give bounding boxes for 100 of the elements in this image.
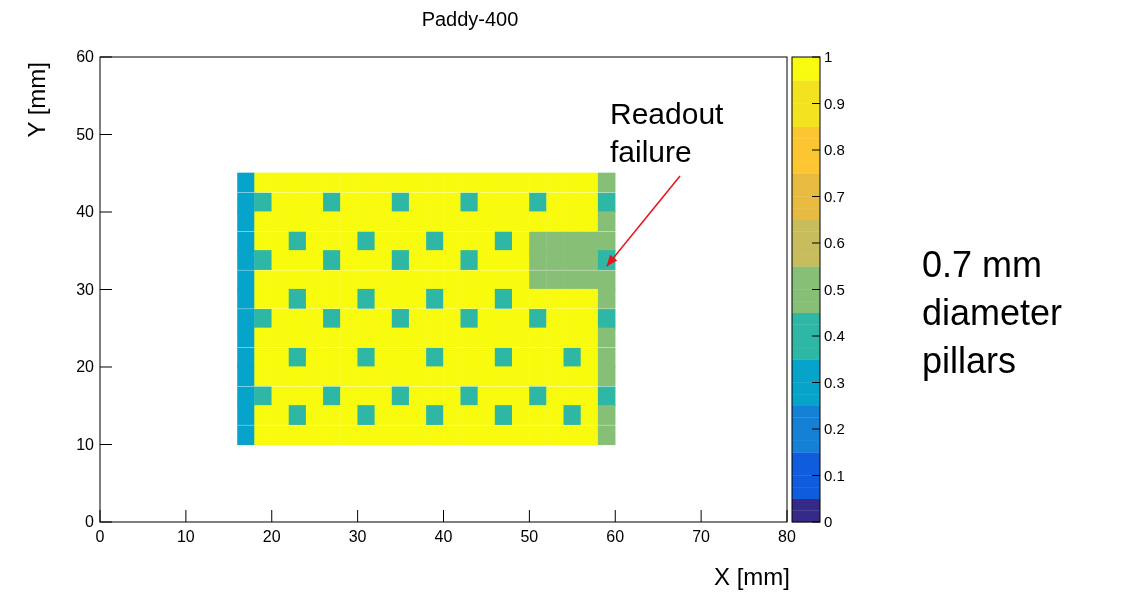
x-tick-label: 70 (692, 528, 711, 545)
point (357, 270, 375, 291)
point (563, 270, 582, 291)
x-tick-label: 30 (348, 528, 367, 545)
point (357, 231, 375, 252)
point (443, 270, 461, 291)
point (443, 250, 461, 270)
point (529, 309, 547, 329)
point (288, 405, 307, 425)
point (494, 288, 513, 309)
point (529, 270, 547, 291)
text: 0.7 mm diameter pillars (922, 244, 1063, 381)
point (254, 172, 272, 193)
point (460, 309, 479, 329)
color-bar-label: 0.6 (824, 234, 845, 251)
point (426, 327, 444, 348)
point (254, 405, 272, 425)
point (546, 250, 564, 270)
point (271, 172, 290, 193)
point (237, 405, 255, 425)
point (426, 288, 444, 309)
point (254, 250, 272, 270)
point (546, 347, 564, 368)
point (271, 288, 290, 309)
point (254, 309, 272, 329)
point (580, 425, 599, 446)
point (254, 270, 272, 291)
point (254, 425, 272, 446)
point (340, 327, 358, 348)
point (305, 405, 324, 425)
point (426, 309, 444, 329)
point (597, 425, 616, 446)
point (563, 288, 582, 309)
point (323, 327, 341, 348)
point (254, 231, 272, 252)
point (271, 405, 290, 425)
point (237, 309, 255, 329)
point (340, 425, 358, 446)
point (340, 211, 358, 232)
point (597, 327, 616, 348)
y-tick-label: 50 (76, 125, 95, 143)
point (443, 309, 461, 329)
point (529, 366, 547, 387)
point (305, 172, 324, 193)
point (443, 425, 461, 446)
point (426, 211, 444, 232)
point (512, 288, 530, 309)
annotation: Readout failure (610, 97, 725, 168)
point (237, 288, 255, 309)
point (597, 366, 616, 387)
point (426, 270, 444, 291)
color-bar-label: 0.9 (824, 94, 845, 112)
point (237, 270, 255, 291)
point (305, 425, 324, 446)
point (426, 405, 444, 425)
point (305, 288, 324, 309)
point (323, 288, 341, 309)
point (546, 270, 564, 291)
point (254, 386, 272, 407)
y-axis-title: Y [mm] (23, 62, 50, 138)
point (546, 405, 564, 425)
y-tick-label: 60 (76, 48, 95, 65)
point (529, 425, 547, 446)
point (546, 425, 564, 446)
point (580, 172, 599, 193)
point (563, 172, 582, 193)
point (546, 231, 564, 252)
y-tick-label: 20 (76, 358, 95, 375)
x-tick-label: 50 (520, 528, 539, 545)
point (460, 192, 479, 213)
y-tick-label: 30 (76, 280, 95, 298)
chart-title: Paddy-400 (421, 8, 519, 30)
point (597, 405, 616, 425)
point (512, 172, 530, 193)
x-tick-label: 10 (176, 528, 195, 545)
point (580, 288, 599, 309)
point (460, 327, 479, 348)
point (357, 366, 375, 387)
color-bar-label: 0 (824, 513, 833, 530)
point (254, 288, 272, 309)
point (271, 425, 290, 446)
point (357, 425, 375, 446)
point (546, 309, 564, 329)
point (408, 425, 427, 446)
point (546, 211, 564, 232)
point (237, 211, 255, 232)
point (546, 172, 564, 193)
y-tick-label: 0 (85, 513, 95, 530)
y-tick-label: 10 (76, 435, 95, 453)
x-tick-label: 80 (778, 528, 796, 545)
point (426, 425, 444, 446)
point (357, 250, 375, 270)
color-bar-label: 0.2 (824, 420, 845, 437)
point (443, 405, 461, 425)
point (460, 250, 479, 270)
point (460, 211, 479, 232)
point (254, 327, 272, 348)
point (512, 425, 530, 446)
point (443, 172, 461, 193)
point (323, 405, 341, 425)
